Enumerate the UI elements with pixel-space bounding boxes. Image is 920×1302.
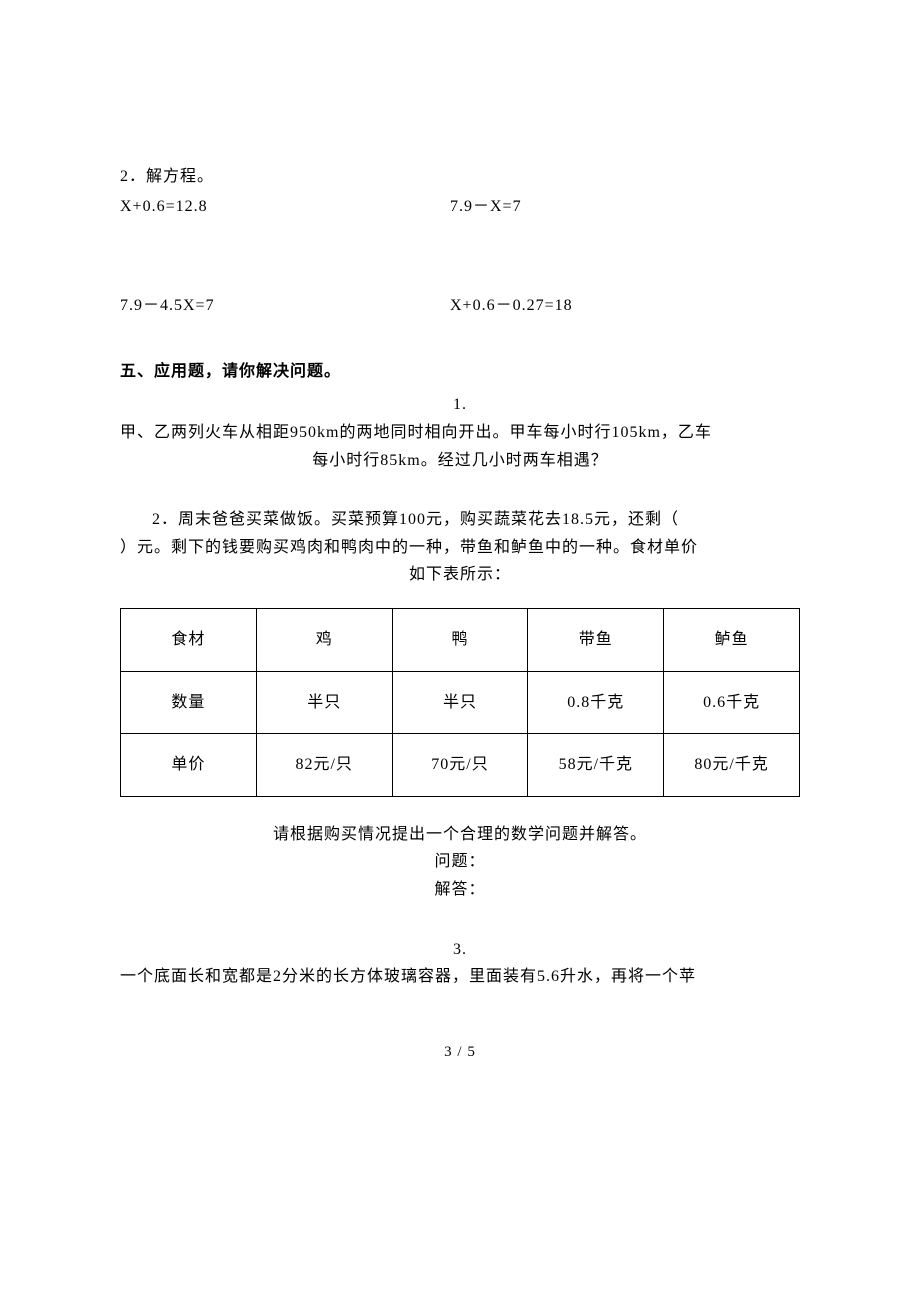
table-cell: 82元/只	[256, 734, 392, 797]
q1-line2: 每小时行85km。经过几小时两车相遇？	[120, 448, 800, 474]
page-number: 3 / 5	[120, 1040, 800, 1064]
q2-prompt: 请根据购买情况提出一个合理的数学问题并解答。	[120, 822, 800, 848]
table-row: 数量 半只 半只 0.8千克 0.6千克	[121, 671, 800, 734]
q1-line1: 甲、乙两列火车从相距950km的两地同时相向开出。甲车每小时行105km，乙车	[120, 420, 800, 446]
table-cell: 鲈鱼	[664, 608, 800, 671]
spacer	[120, 475, 800, 505]
q2-jieda-label: 解答：	[120, 877, 800, 903]
section5-heading: 五、应用题，请你解决问题。	[120, 359, 800, 385]
table-cell: 半只	[256, 671, 392, 734]
q3-line1: 一个底面长和宽都是2分米的长方体玻璃容器，里面装有5.6升水，再将一个苹	[120, 964, 800, 990]
eq2-left: 7.9－4.5X=7	[120, 293, 450, 319]
q2-line1: 2．周末爸爸买菜做饭。买菜预算100元，购买蔬菜花去18.5元，还剩（	[120, 507, 800, 533]
q2-line2: ）元。剩下的钱要购买鸡肉和鸭肉中的一种，带鱼和鲈鱼中的一种。食材单价	[120, 535, 800, 561]
eq1-right: 7.9－X=7	[450, 194, 800, 220]
table-cell: 鸡	[256, 608, 392, 671]
table-cell: 0.8千克	[528, 671, 664, 734]
table-cell: 带鱼	[528, 608, 664, 671]
sec4-q2-label: 2．解方程。	[120, 164, 800, 190]
table-cell: 80元/千克	[664, 734, 800, 797]
q3-number: 3.	[120, 937, 800, 963]
q1-number: 1.	[120, 392, 800, 418]
eq1-left: X+0.6=12.8	[120, 194, 450, 220]
table-cell: 70元/只	[392, 734, 528, 797]
spacer	[120, 259, 800, 289]
table-cell: 数量	[121, 671, 257, 734]
q2-wenti-label: 问题：	[120, 849, 800, 875]
spacer	[120, 905, 800, 935]
food-price-table: 食材 鸡 鸭 带鱼 鲈鱼 数量 半只 半只 0.8千克 0.6千克 单价 82元…	[120, 608, 800, 797]
table-cell: 食材	[121, 608, 257, 671]
table-cell: 58元/千克	[528, 734, 664, 797]
table-cell: 鸭	[392, 608, 528, 671]
equation-row-1: X+0.6=12.8 7.9－X=7	[120, 194, 800, 220]
page-container: 2．解方程。 X+0.6=12.8 7.9－X=7 7.9－4.5X=7 X+0…	[0, 0, 920, 1104]
table-row: 食材 鸡 鸭 带鱼 鲈鱼	[121, 608, 800, 671]
table-cell: 0.6千克	[664, 671, 800, 734]
table-row: 单价 82元/只 70元/只 58元/千克 80元/千克	[121, 734, 800, 797]
table-cell: 半只	[392, 671, 528, 734]
table-cell: 单价	[121, 734, 257, 797]
eq2-right: X+0.6－0.27=18	[450, 293, 800, 319]
equation-row-2: 7.9－4.5X=7 X+0.6－0.27=18	[120, 293, 800, 319]
q2-line3: 如下表所示：	[120, 562, 800, 588]
